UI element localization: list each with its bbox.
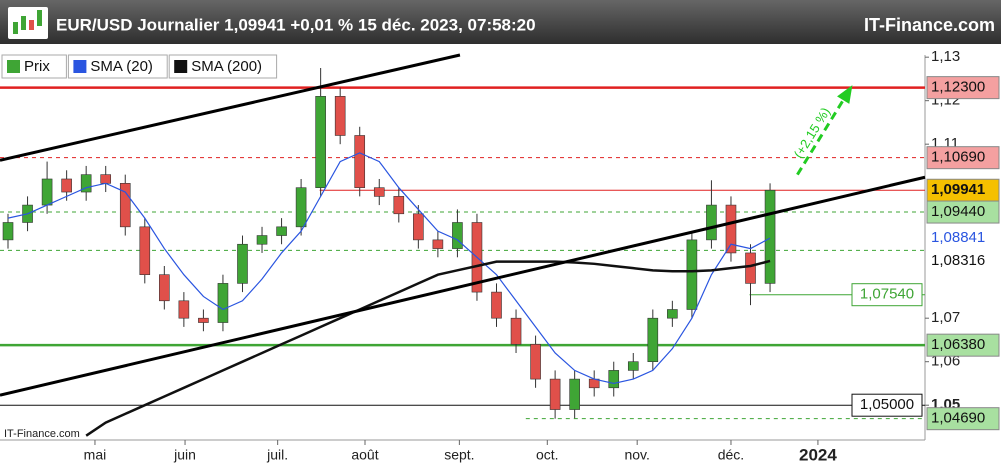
- x-tick-label: août: [351, 447, 378, 463]
- legend-label: Prix: [24, 58, 50, 75]
- sma-line: [85, 259, 771, 437]
- level-label: 1,09440: [931, 203, 985, 220]
- x-tick-label: mai: [84, 447, 107, 463]
- x-tick-label: oct.: [536, 447, 559, 463]
- legend-box: [67, 54, 168, 79]
- candle-body: [549, 378, 561, 410]
- candle-body: [706, 204, 717, 241]
- chart-title: EUR/USD Journalier 1,09941 +0,01 % 15 dé…: [56, 15, 536, 34]
- legend-swatch: [7, 60, 20, 73]
- level-label-box: [926, 333, 1000, 357]
- level-label: 1,04690: [931, 410, 985, 427]
- candle-body: [217, 283, 229, 323]
- level-label-box: [927, 249, 999, 272]
- legend-swatch: [73, 60, 87, 73]
- candle-body: [315, 96, 326, 188]
- level-label-box: [926, 200, 1000, 224]
- level-label-box: [927, 227, 999, 250]
- legend-box: [168, 54, 278, 79]
- candle-body: [178, 300, 190, 319]
- sma-line: [7, 152, 771, 385]
- candle-body: [159, 274, 170, 302]
- level-label-box: [926, 76, 1000, 100]
- y-tick-label: 1,06: [931, 353, 960, 370]
- y-tick-label: 1,07: [931, 309, 960, 326]
- candle-body: [413, 213, 424, 241]
- candle-body: [334, 96, 346, 136]
- candle-body: [373, 187, 385, 197]
- candle-body: [139, 226, 151, 275]
- candle-body: [686, 239, 698, 310]
- candle-body: [256, 235, 268, 245]
- logo-icon: [8, 7, 48, 39]
- trendline: [0, 175, 926, 397]
- candle-body: [100, 174, 112, 184]
- candle-body: [452, 222, 463, 249]
- candle-body: [2, 222, 14, 241]
- legend-label: SMA (200): [191, 58, 262, 75]
- x-tick-label: juin: [173, 447, 196, 463]
- header-bar: [0, 0, 1001, 44]
- legend-label: SMA (20): [90, 58, 153, 75]
- candle-body: [667, 309, 678, 319]
- candle-body: [276, 226, 287, 236]
- level-label: 1,09941: [931, 181, 985, 198]
- legend: Prix SMA (20) SMA (200): [1, 54, 278, 79]
- level-label: 1,07540: [860, 286, 914, 303]
- arrow-head: [837, 85, 853, 104]
- candle-body: [393, 196, 405, 215]
- candle-body: [569, 378, 580, 410]
- legend-swatch: [174, 60, 188, 73]
- candle-body: [725, 204, 737, 254]
- candle-body: [432, 239, 444, 249]
- candle-body: [627, 361, 639, 371]
- trendline: [0, 53, 461, 162]
- level-label-box: [851, 283, 923, 307]
- level-label: 1,08316: [931, 252, 985, 269]
- target-arrow: [796, 91, 850, 176]
- x-tick-label: 2024: [799, 445, 837, 464]
- level-label: 1,05000: [860, 396, 914, 413]
- brand: IT-Finance.com: [864, 15, 995, 35]
- candle-body: [354, 135, 366, 188]
- level-label-box: [926, 146, 1000, 170]
- candle-body: [491, 291, 502, 319]
- candle-body: [530, 343, 541, 380]
- x-tick-label: nov.: [624, 447, 649, 463]
- candle-body: [80, 174, 92, 193]
- level-label-box: [851, 393, 923, 417]
- candle-body: [510, 317, 522, 345]
- level-label: 1,10690: [931, 149, 985, 166]
- candle-body: [608, 370, 620, 389]
- candle-body: [647, 317, 659, 362]
- x-tick-label: déc.: [718, 447, 744, 463]
- x-tick-label: sept.: [444, 447, 474, 463]
- candle-body: [764, 189, 776, 284]
- candle-body: [198, 317, 209, 323]
- candle-body: [61, 178, 72, 193]
- candle-body: [745, 252, 756, 284]
- candle-body: [295, 187, 307, 228]
- candle-body: [237, 243, 248, 284]
- y-tick-label: 1,13: [931, 48, 960, 65]
- level-label: 1,06380: [931, 336, 985, 353]
- watermark: IT-Finance.com: [4, 428, 80, 440]
- candle-body: [41, 178, 53, 206]
- x-tick-label: juil.: [266, 447, 288, 463]
- candle-body: [119, 183, 131, 228]
- level-label: 1,12300: [931, 79, 985, 96]
- level-label: 1,08841: [931, 229, 985, 246]
- level-label-box: [926, 407, 1000, 431]
